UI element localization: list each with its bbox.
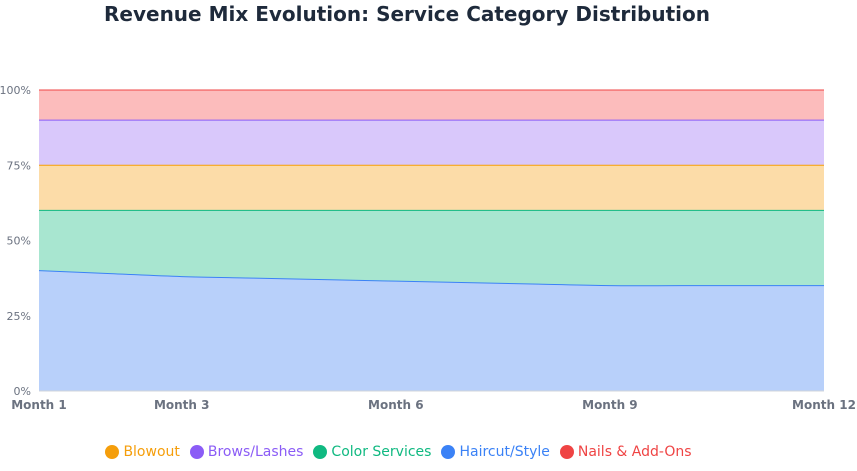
y-tick-label: 75% (7, 159, 31, 172)
series-lines (38, 89, 824, 287)
legend-item[interactable]: Brows/Lashes (189, 444, 304, 460)
area-layer (39, 90, 824, 391)
legend-label: Haircut/Style (459, 444, 550, 460)
x-tick-label: Month 6 (368, 398, 424, 412)
area-haircut-style (39, 270, 824, 391)
legend-item[interactable]: Color Services (313, 444, 431, 460)
legend-label: Brows/Lashes (207, 444, 304, 460)
legend-swatch (189, 445, 204, 459)
x-tick-label: Month 9 (582, 398, 638, 412)
area-blowout (39, 165, 824, 211)
x-tick-label: Month 1 (11, 398, 67, 412)
legend-item[interactable]: Nails & Add-Ons (559, 444, 692, 460)
line-haircut-style (38, 270, 824, 287)
chart-title: Revenue Mix Evolution: Service Category … (104, 2, 710, 26)
y-tick-label: 100% (0, 84, 31, 97)
legend-swatch (313, 445, 328, 459)
legend-label: Blowout (123, 444, 180, 460)
area-brows-lashes (39, 120, 824, 166)
area-color-services (39, 210, 824, 286)
legend-item[interactable]: Blowout (105, 444, 180, 460)
chart-legend: Blowout Brows/Lashes Color Services Haircut… (0, 444, 797, 460)
area-nails-add-ons (39, 90, 824, 121)
legend-swatch (559, 445, 574, 459)
legend-item[interactable]: Haircut/Style (441, 444, 550, 460)
y-tick-label: 0% (14, 385, 31, 398)
x-tick-label: Month 12 (792, 398, 856, 412)
y-axis-ticks: 0% 25% 50% 75% 100% (0, 84, 31, 398)
x-axis-ticks: Month 1 Month 3 Month 6 Month 9 Month 12 (11, 398, 856, 412)
y-tick-label: 25% (7, 310, 31, 323)
legend-swatch (105, 445, 120, 459)
x-tick-label: Month 3 (154, 398, 210, 412)
legend-label: Color Services (331, 444, 432, 460)
legend-label: Nails & Add-Ons (577, 444, 692, 460)
legend-swatch (441, 445, 456, 459)
y-tick-label: 50% (7, 235, 31, 248)
